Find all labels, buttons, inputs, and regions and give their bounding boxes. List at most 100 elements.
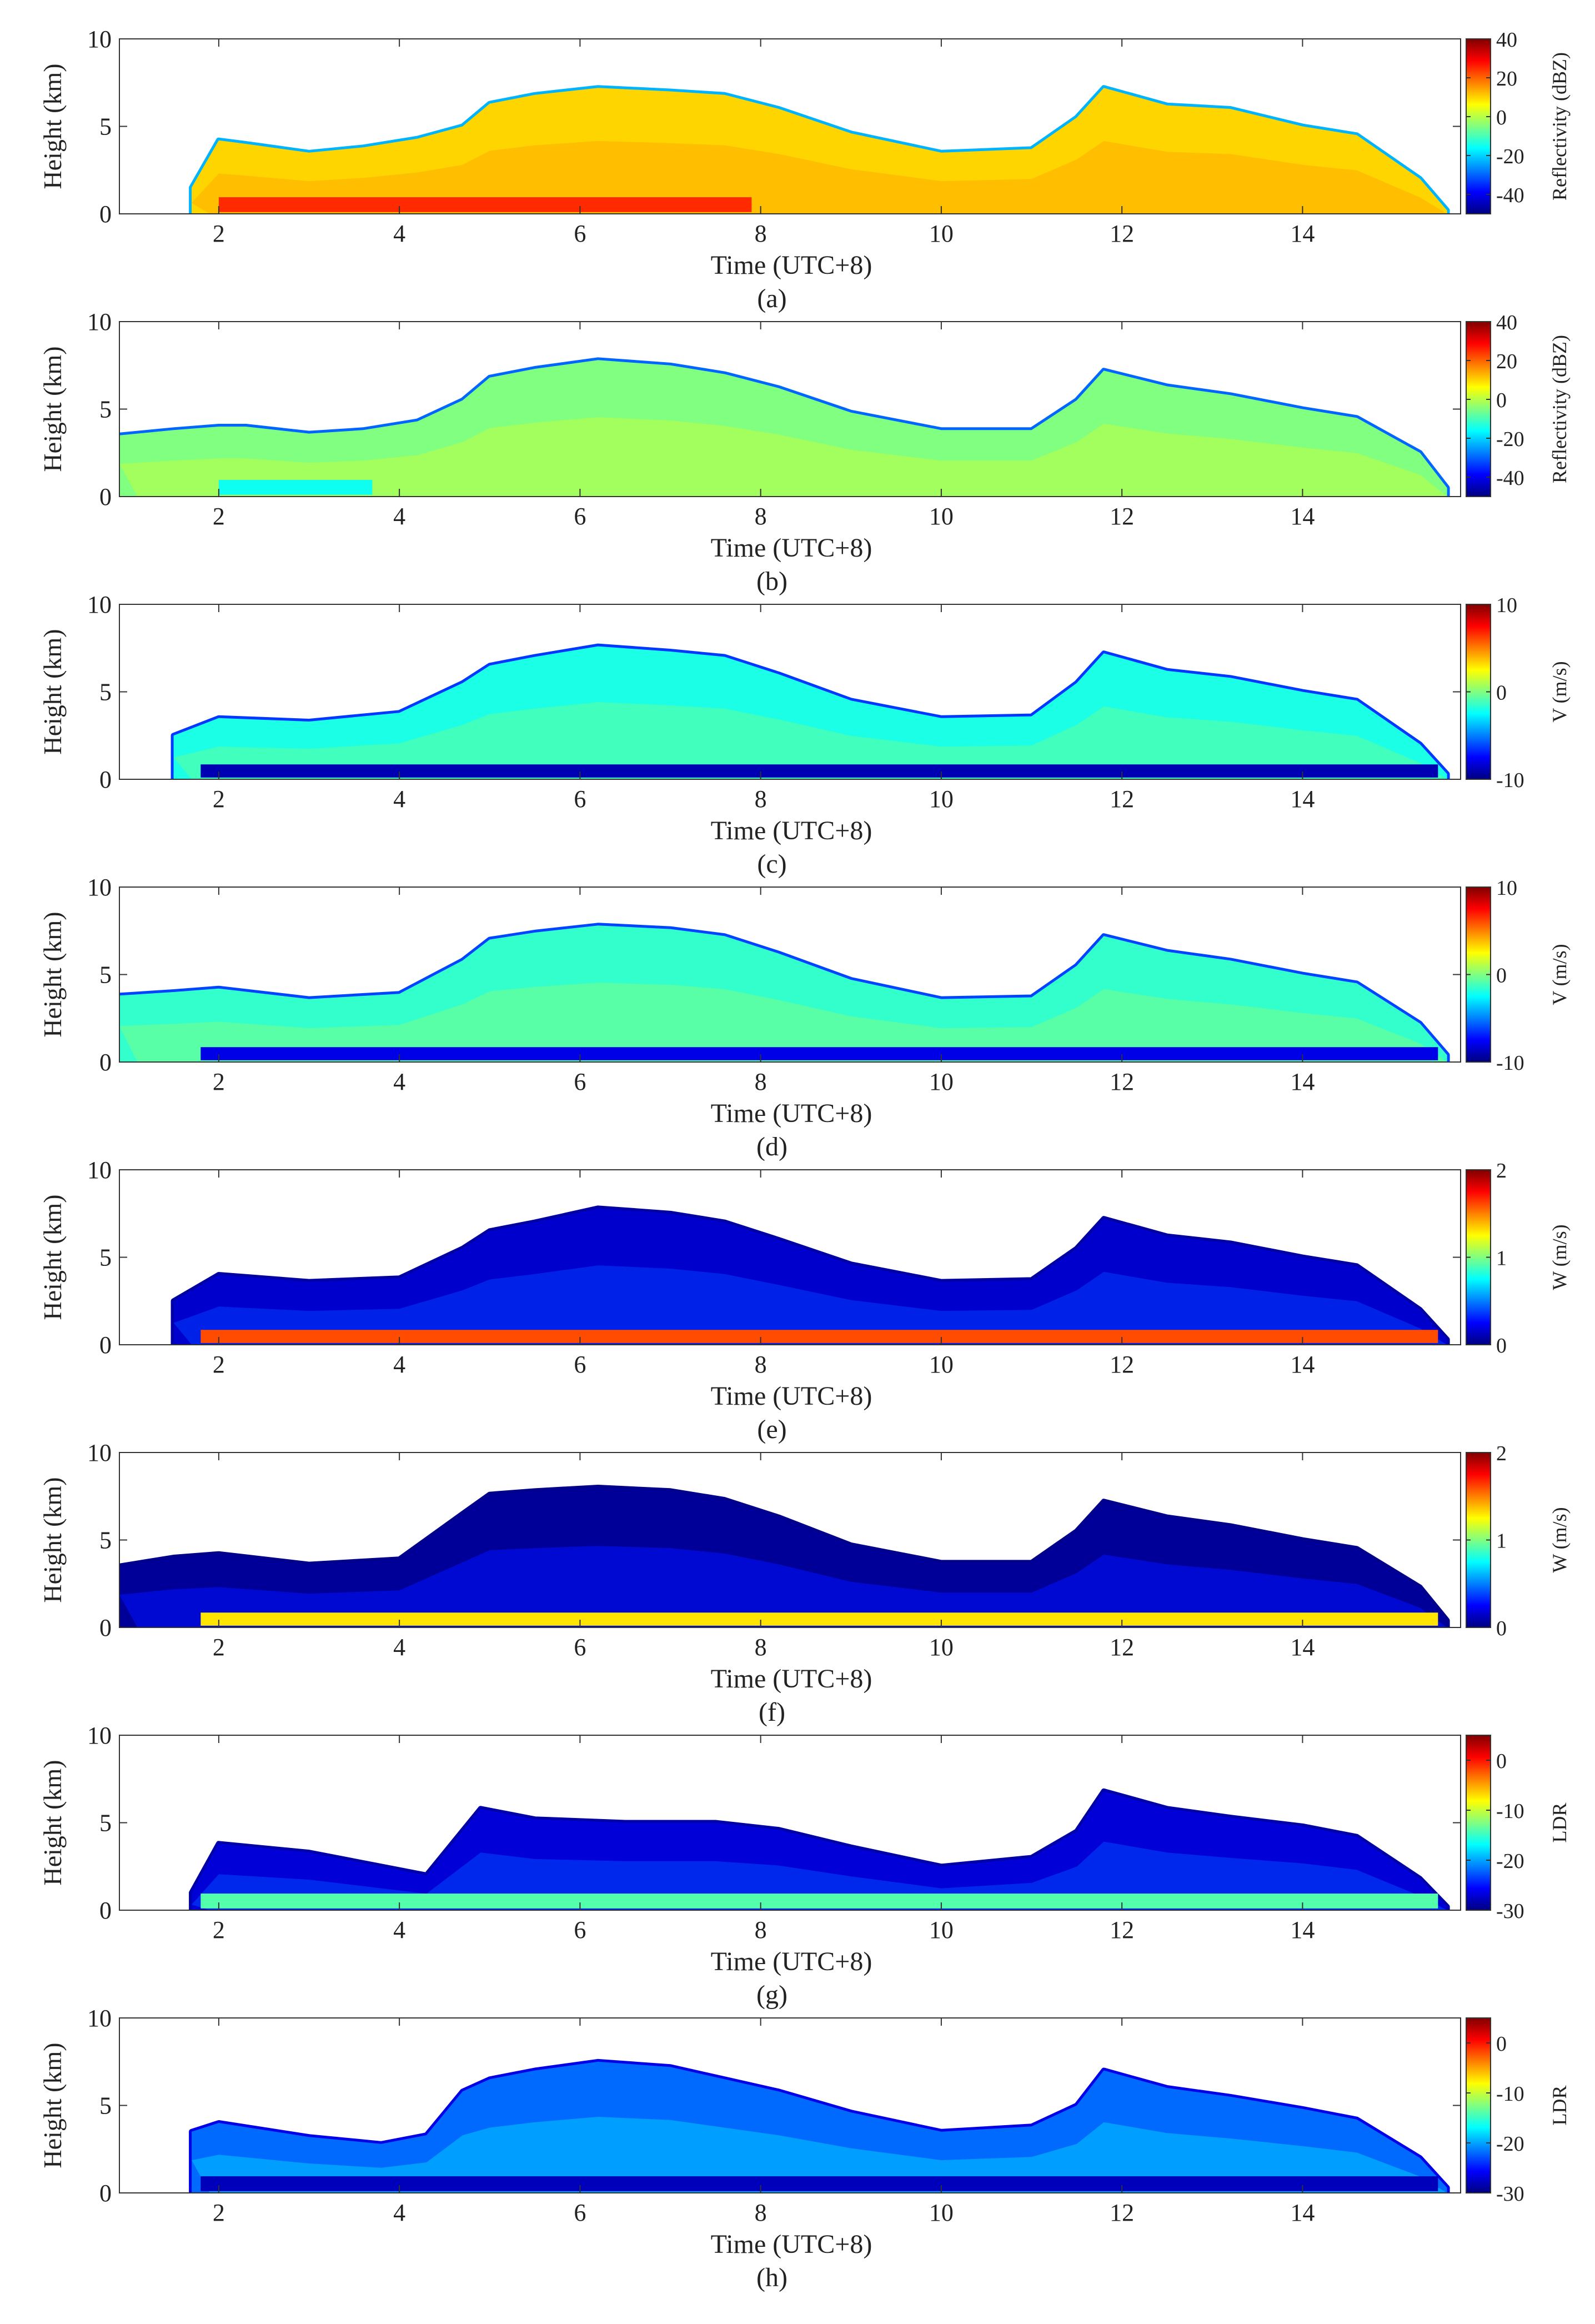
echo-body [192,2117,1447,2193]
x-axis-label: Time (UTC+8) [711,251,872,280]
x-tick-label: 14 [1290,785,1315,813]
x-tick-label: 4 [393,220,405,247]
y-tick-label: 0 [99,1897,112,1924]
x-axis-label: Time (UTC+8) [711,1947,872,1976]
x-tick-label: 6 [574,1351,586,1378]
panel-g: 2 4 6 8 10 12 14 0 5 10 Time (UTC+8) Height (km) (g)… [38,1722,1571,2010]
colorbar [1466,38,1491,214]
colorbar-tick-label: 1 [1496,1530,1507,1553]
colorbar-tick-label: -10 [1496,1800,1524,1823]
colorbar-tick-label: -20 [1496,2132,1524,2156]
echo-body [173,1265,1447,1345]
y-axis-label: Height (km) [38,1194,67,1320]
y-tick-label: 0 [99,1049,112,1076]
y-tick-label: 5 [99,961,112,989]
colorbar-label: LDR [1548,2086,1571,2126]
panel-label: (g) [756,1980,788,2010]
colorbar-label: W (m/s) [1548,1224,1571,1290]
x-tick-label: 8 [755,1916,767,1944]
colorbar-tick-label: 40 [1496,28,1517,52]
y-tick-label: 10 [87,1156,112,1184]
colorbar-tick-label: 0 [1496,389,1507,412]
colorbar-tick-label: -30 [1496,1900,1524,1923]
x-tick-label: 4 [393,2199,405,2226]
colorbar-tick-label: -10 [1496,2082,1524,2106]
colorbar-tick-label: 2 [1496,1159,1507,1183]
x-tick-label: 14 [1290,1634,1315,1661]
colorbar-tick-label: 0 [1496,2032,1507,2056]
echo-field [189,1788,1450,1910]
x-tick-label: 2 [213,1068,225,1095]
colorbar-tick-label: -20 [1496,145,1524,168]
panel-label: (d) [756,1132,788,1161]
y-tick-label: 0 [99,483,112,510]
y-tick-label: 10 [87,1722,112,1749]
y-tick-label: 5 [99,1527,112,1554]
panel-label: (h) [756,2263,788,2292]
x-tick-label: 8 [755,785,767,813]
y-axis-label: Height (km) [38,1760,67,1885]
panel-label: (e) [757,1415,786,1444]
bright-band [200,1612,1438,1626]
colorbar-tick-label: -20 [1496,428,1524,451]
colorbar-tick-label: -30 [1496,2182,1524,2206]
bright-band [218,480,373,495]
x-tick-label: 10 [929,1634,954,1661]
panel-label: (b) [756,567,788,596]
y-tick-label: 10 [87,591,112,618]
colorbar-tick-label: 1 [1496,1247,1507,1270]
x-tick-label: 8 [755,503,767,530]
x-tick-label: 4 [393,1068,405,1095]
x-tick-label: 4 [393,785,405,813]
x-tick-label: 6 [574,1916,586,1944]
panel-label: (a) [757,284,786,313]
colorbar [1466,2017,1491,2193]
echo-body [119,983,1447,1062]
x-tick-label: 12 [1110,1068,1134,1095]
x-tick-label: 14 [1290,220,1315,247]
x-tick-label: 14 [1290,503,1315,530]
x-tick-label: 4 [393,1916,405,1944]
bright-band [200,1894,1438,1909]
colorbar-tick-label: 40 [1496,311,1517,334]
bright-band [200,2176,1438,2191]
colorbar-label: LDR [1548,1803,1571,1843]
colorbar-tick-label: 0 [1496,106,1507,129]
colorbar-tick-label: 0 [1496,1617,1507,1640]
x-tick-label: 10 [929,1068,954,1095]
bright-band [200,1047,1438,1060]
x-tick-label: 10 [929,2199,954,2226]
y-tick-label: 5 [99,1810,112,1837]
colorbar-tick-label: -40 [1496,184,1524,207]
panel-h: 2 4 6 8 10 12 14 0 5 10 Time (UTC+8) Height (km) (h)… [38,2005,1571,2292]
x-tick-label: 2 [213,1634,225,1661]
x-tick-label: 6 [574,2199,586,2226]
panel-c: 2 4 6 8 10 12 14 0 5 10 Time (UTC+8) Height (km) (c)… [38,591,1571,879]
x-tick-label: 8 [755,220,767,247]
panel-d: 2 4 6 8 10 12 14 0 5 10 Time (UTC+8) Height (km) (d)… [38,874,1571,1161]
x-tick-label: 2 [213,785,225,813]
x-tick-label: 8 [755,1351,767,1378]
x-tick-label: 2 [213,503,225,530]
x-tick-label: 12 [1110,220,1134,247]
panel-b: 2 4 6 8 10 12 14 0 5 10 Time (UTC+8) Height (km) (b)… [38,308,1571,596]
x-tick-label: 4 [393,503,405,530]
x-axis-label: Time (UTC+8) [711,816,872,845]
x-tick-label: 10 [929,1351,954,1378]
y-axis-label: Height (km) [38,2042,67,2168]
colorbar-label: Reflectivity (dBZ) [1548,52,1571,201]
echo-body [192,1841,1447,1910]
echo-field [119,1485,1450,1627]
x-axis-label: Time (UTC+8) [711,1381,872,1411]
x-tick-label: 8 [755,1634,767,1661]
x-tick-label: 4 [393,1351,405,1378]
x-axis-label: Time (UTC+8) [711,2230,872,2259]
panel-a: 2 4 6 8 10 12 14 0 5 10 Time (UTC+8) Height (km) (a)… [38,26,1571,313]
x-tick-label: 6 [574,220,586,247]
colorbar-tick-label: 0 [1496,964,1507,988]
colorbar-label: V (m/s) [1548,944,1571,1005]
x-axis-label: Time (UTC+8) [711,533,872,563]
x-tick-label: 14 [1290,1351,1315,1378]
x-tick-label: 2 [213,1351,225,1378]
